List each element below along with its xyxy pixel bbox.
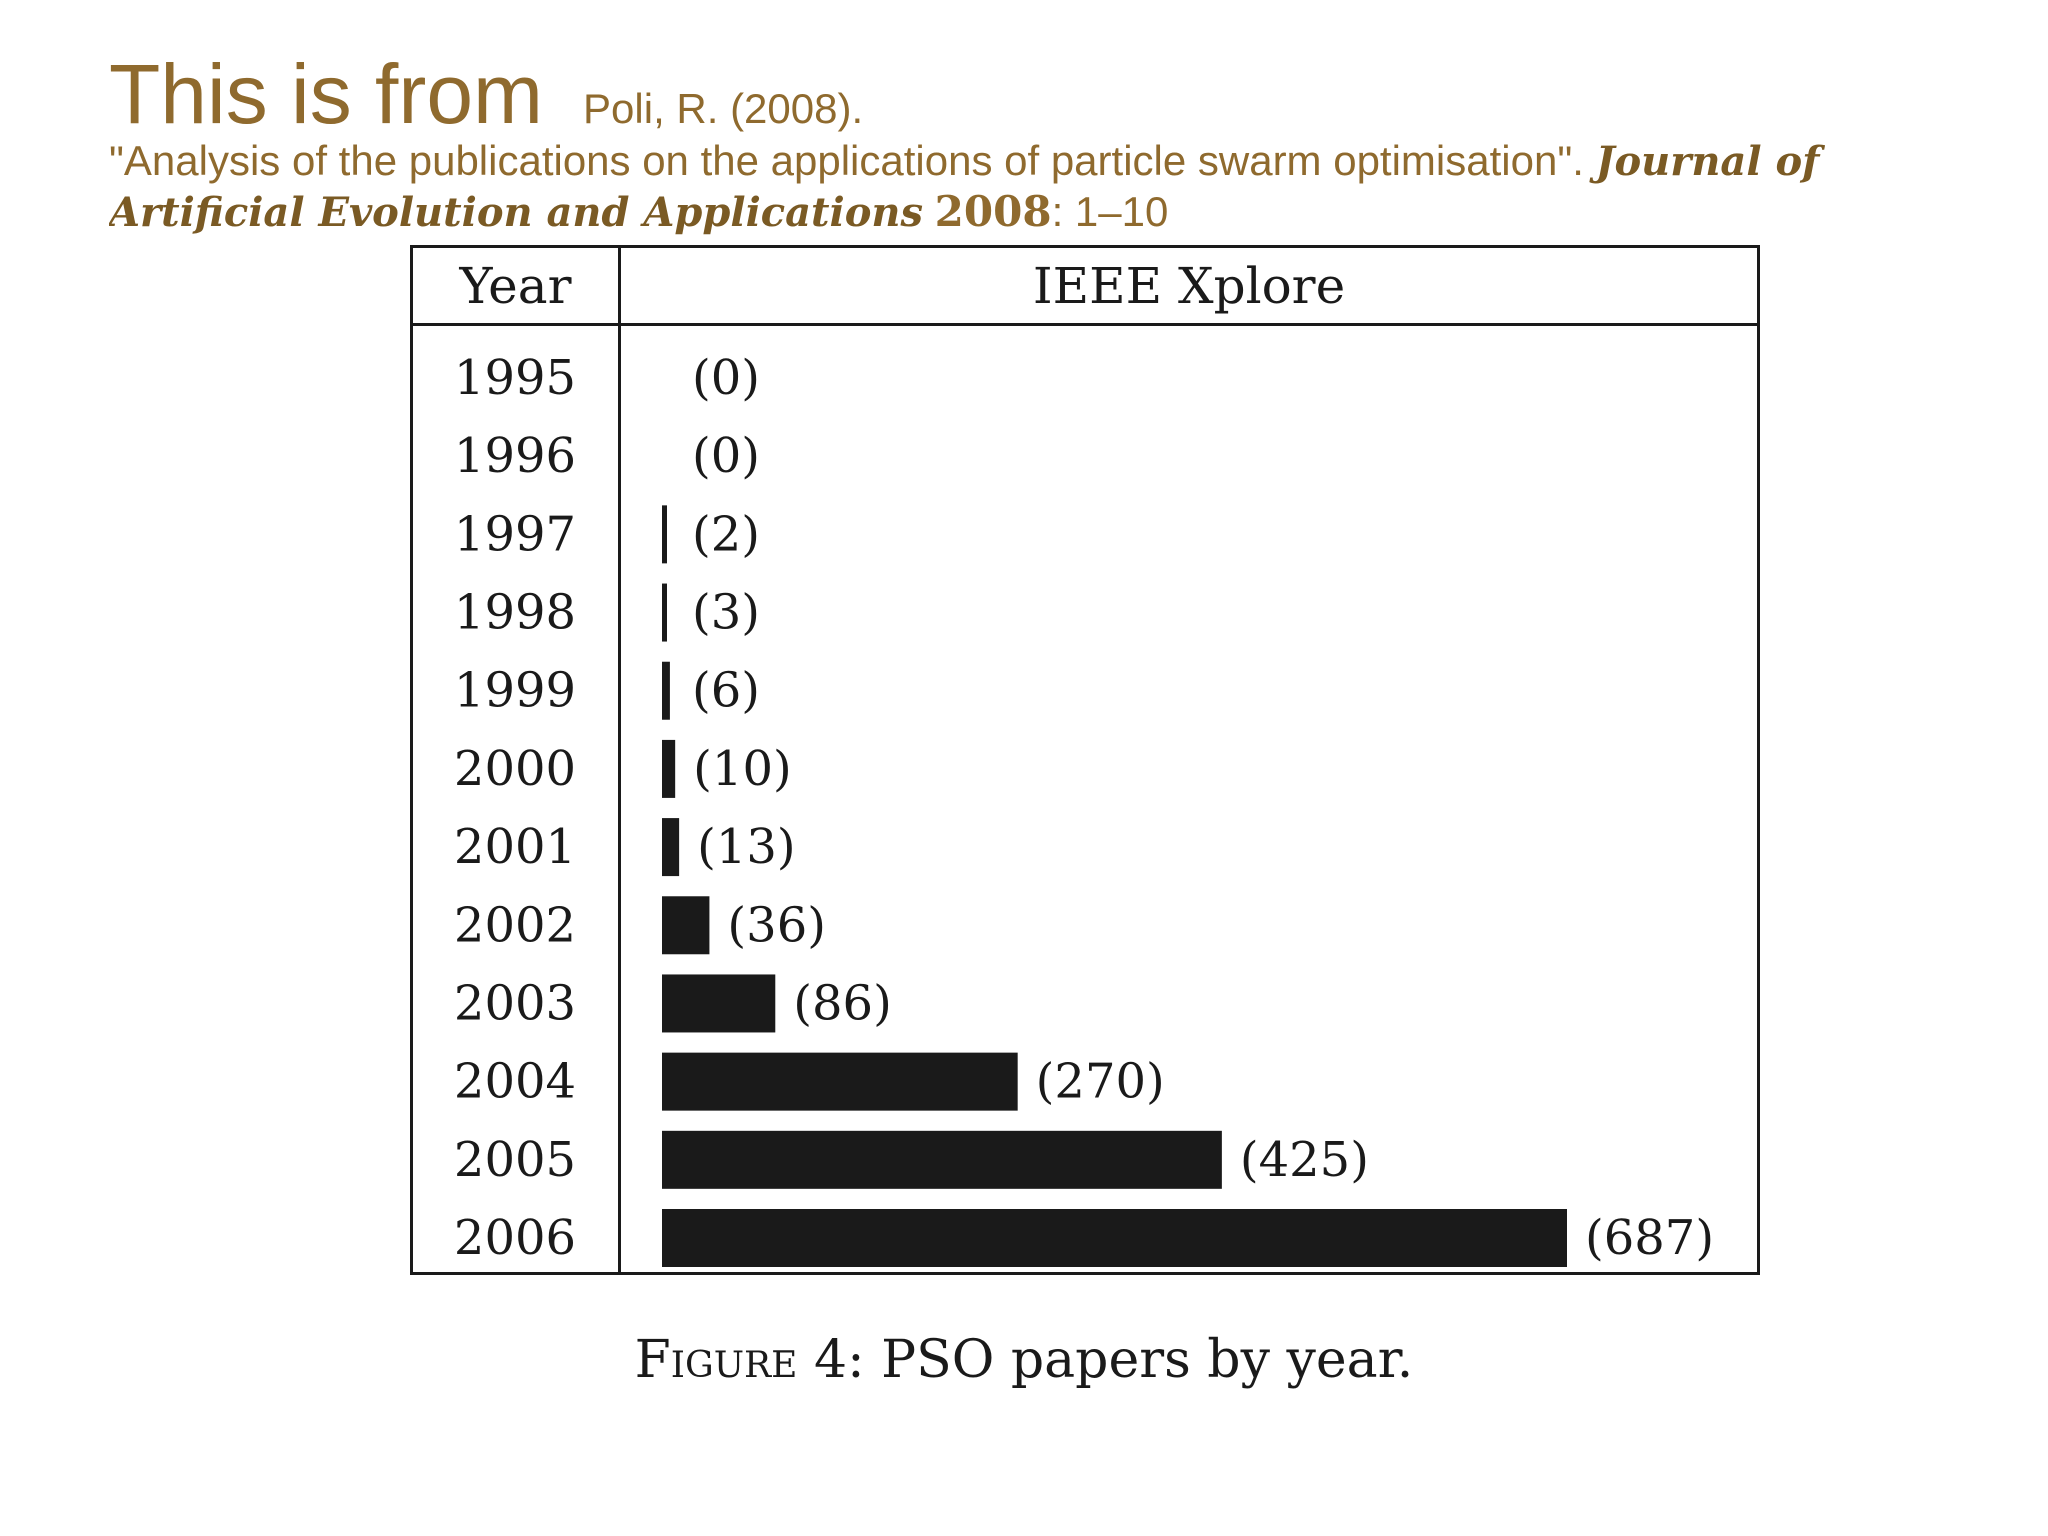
data-label: (687) [1585, 1210, 1714, 1266]
bar [662, 1209, 1567, 1267]
bar [662, 739, 676, 798]
citation-author: Poli, R. (2008). [583, 85, 864, 132]
header-divider [413, 323, 1757, 326]
data-label: (425) [1240, 1132, 1369, 1188]
caption-label: Figure 4 [634, 1330, 848, 1390]
data-label: (2) [692, 506, 760, 562]
data-label: (10) [693, 741, 792, 797]
reference-pages: : 1–10 [1051, 188, 1169, 235]
year-label: 1997 [454, 506, 576, 562]
data-label: (0) [692, 350, 760, 406]
year-label: 2001 [454, 819, 576, 875]
bar [662, 1052, 1018, 1111]
reference-year: 2008 [934, 187, 1052, 236]
year-label: 2002 [454, 897, 576, 953]
bar [662, 661, 670, 720]
bar [662, 583, 667, 642]
caption-text: : PSO papers by year. [847, 1330, 1414, 1390]
source-column-header: IEEE Xplore [1032, 256, 1346, 315]
figure-caption: Figure 4: PSO papers by year. [0, 1330, 2048, 1390]
data-label: (0) [692, 428, 760, 484]
journal-name: Journal of Artificial Evolution and Appl… [109, 138, 1820, 236]
slide-title: This is from [109, 47, 544, 141]
title-line: This is from Poli, R. (2008). [109, 46, 2009, 142]
bar [662, 505, 667, 564]
year-label: 2005 [454, 1132, 576, 1188]
bar [662, 1130, 1222, 1189]
data-label: (36) [727, 897, 826, 953]
data-label: (13) [697, 819, 796, 875]
bar [662, 818, 680, 877]
year-label: 2003 [454, 975, 576, 1031]
bar-chart: 1995 (0) 1996 (0) 1997 (2) 1998 (3) 1999 (6) 2000 (… [454, 350, 1714, 1267]
bar [662, 974, 776, 1033]
reference-line: "Analysis of the publications on the app… [109, 136, 1989, 236]
year-label: 1998 [454, 585, 576, 641]
year-label: 2000 [454, 741, 576, 797]
year-label: 2006 [454, 1210, 576, 1266]
bar [662, 896, 710, 955]
citation-header: This is from Poli, R. (2008). "Analysis o… [109, 46, 2009, 236]
figure-table: Year IEEE Xplore 1995 (0) 1996 (0) 1997 (2) 19… [410, 245, 1760, 1275]
year-label: 1996 [454, 428, 576, 484]
data-label: (3) [692, 585, 760, 641]
column-divider [618, 248, 621, 1272]
year-label: 1999 [454, 663, 576, 719]
data-label: (86) [793, 975, 892, 1031]
reference-text: "Analysis of the publications on the app… [109, 137, 1596, 184]
year-label: 1995 [454, 350, 576, 406]
data-label: (270) [1036, 1054, 1165, 1110]
data-label: (6) [692, 663, 760, 719]
year-label: 2004 [454, 1054, 576, 1110]
year-column-header: Year [459, 256, 572, 315]
